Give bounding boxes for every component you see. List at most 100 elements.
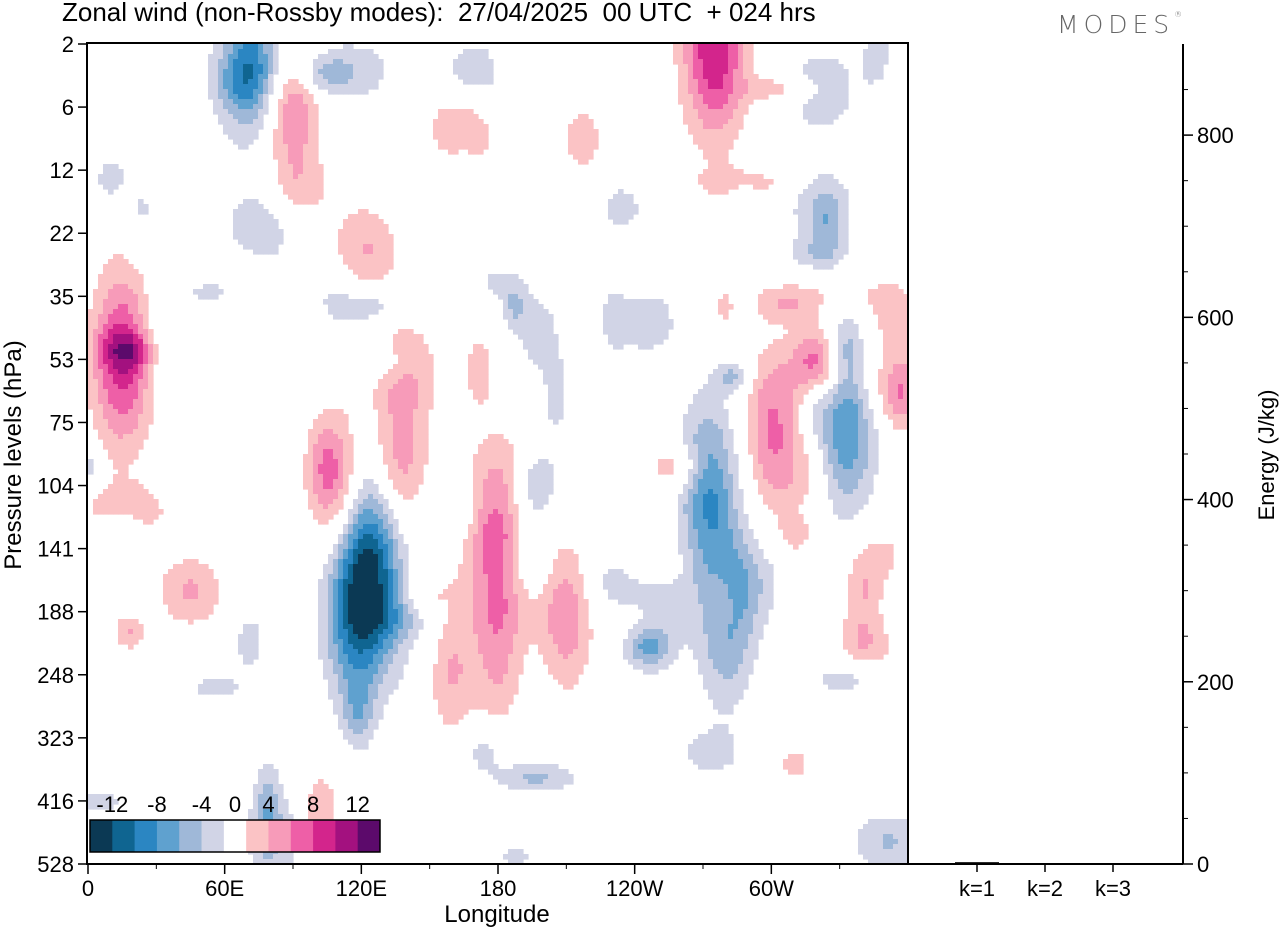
wind-cell — [753, 549, 759, 555]
wind-cell — [848, 344, 854, 350]
wind-cell — [473, 519, 479, 525]
wind-cell — [768, 409, 774, 415]
wind-cell — [143, 339, 149, 345]
wind-cell — [898, 339, 904, 345]
wind-cell — [723, 164, 729, 170]
wind-cell — [713, 184, 719, 190]
wind-cell — [863, 394, 869, 400]
wind-cell — [308, 169, 314, 175]
wind-cell — [358, 519, 364, 525]
wind-cell — [693, 89, 699, 95]
wind-cell — [383, 249, 389, 255]
wind-cell — [348, 444, 354, 450]
wind-cell — [443, 139, 449, 145]
wind-cell — [528, 294, 534, 300]
wind-cell — [493, 454, 499, 460]
wind-cell — [788, 299, 794, 305]
wind-cell — [843, 404, 849, 410]
wind-cell — [813, 264, 819, 270]
wind-cell — [138, 514, 144, 520]
wind-cell — [788, 364, 794, 370]
wind-cell — [223, 119, 229, 125]
wind-cell — [838, 214, 844, 220]
wind-cell — [303, 154, 309, 160]
wind-cell — [768, 454, 774, 460]
wind-cell — [873, 59, 879, 65]
wind-cell — [828, 204, 834, 210]
wind-cell — [693, 419, 699, 425]
wind-cell — [98, 394, 104, 400]
wind-cell — [148, 329, 154, 335]
wind-cell — [453, 134, 459, 140]
wind-cell — [508, 279, 514, 285]
wind-cell — [823, 229, 829, 235]
wind-cell — [243, 199, 249, 205]
wind-cell — [478, 389, 484, 395]
wind-cell — [733, 524, 739, 530]
wind-cell — [308, 99, 314, 105]
wind-cell — [853, 469, 859, 475]
wind-cell — [108, 504, 114, 510]
wind-cell — [143, 419, 149, 425]
wind-cell — [103, 379, 109, 385]
wind-cell — [123, 439, 129, 445]
wind-cell — [393, 454, 399, 460]
wind-cell — [378, 494, 384, 500]
wind-cell — [318, 439, 324, 445]
wind-cell — [508, 314, 514, 320]
wind-cell — [93, 419, 99, 425]
wind-cell — [138, 429, 144, 435]
wind-cell — [218, 94, 224, 100]
wind-cell — [773, 289, 779, 295]
wind-cell — [403, 434, 409, 440]
wind-cell — [373, 69, 379, 75]
wind-cell — [718, 524, 724, 530]
wind-cell — [123, 444, 129, 450]
wind-cell — [828, 59, 834, 65]
wind-cell — [118, 494, 124, 500]
wind-cell — [93, 354, 99, 360]
wind-cell — [213, 69, 219, 75]
wind-cell — [148, 379, 154, 385]
wind-cell — [828, 64, 834, 70]
wind-cell — [718, 399, 724, 405]
wind-cell — [733, 364, 739, 370]
wind-cell — [368, 534, 374, 540]
wind-cell — [448, 114, 454, 120]
wind-cell — [873, 444, 879, 450]
wind-cell — [823, 184, 829, 190]
wind-cell — [808, 214, 814, 220]
wind-cell — [683, 539, 689, 545]
wind-cell — [703, 529, 709, 535]
wind-cell — [333, 504, 339, 510]
wind-cell — [438, 119, 444, 125]
wind-cell — [128, 349, 134, 355]
wind-cell — [838, 494, 844, 500]
wind-cell — [153, 504, 159, 510]
wind-cell — [118, 169, 124, 175]
wind-cell — [343, 544, 349, 550]
wind-cell — [393, 374, 399, 380]
wind-cell — [378, 69, 384, 75]
wind-cell — [518, 304, 524, 310]
wind-cell — [113, 184, 119, 190]
wind-cell — [733, 54, 739, 60]
wind-cell — [348, 219, 354, 225]
wind-cell — [568, 549, 574, 555]
wind-cell — [263, 94, 269, 100]
wind-cell — [823, 244, 829, 250]
wind-cell — [778, 354, 784, 360]
wind-cell — [88, 374, 94, 380]
wind-cell — [843, 219, 849, 225]
wind-cell — [693, 124, 699, 130]
wind-cell — [838, 324, 844, 330]
wind-cell — [878, 49, 884, 55]
wind-cell — [93, 309, 99, 315]
wind-cell — [143, 209, 149, 215]
wind-cell — [373, 554, 379, 560]
wind-cell — [773, 404, 779, 410]
wind-cell — [693, 94, 699, 100]
wind-cell — [883, 319, 889, 325]
wind-cell — [713, 134, 719, 140]
wind-cell — [313, 174, 319, 180]
